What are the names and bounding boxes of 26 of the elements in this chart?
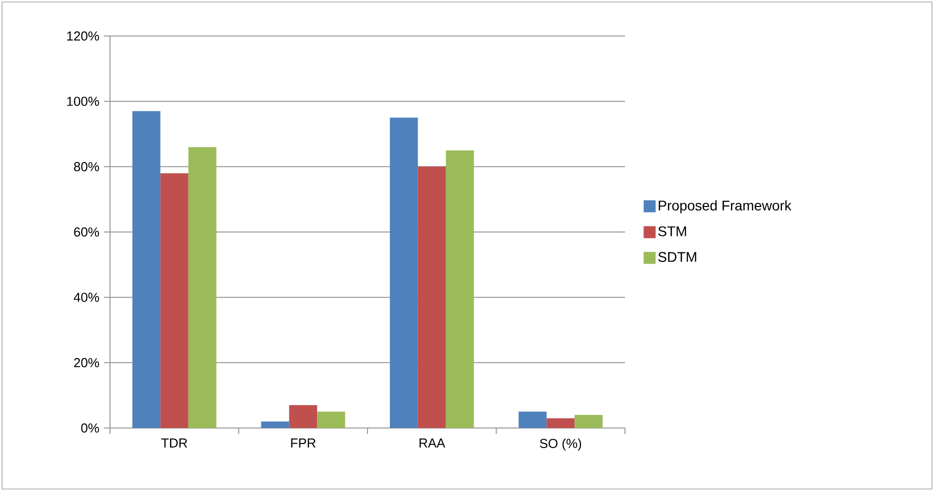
y-tick-label: 120% bbox=[67, 31, 99, 41]
legend-label: STM bbox=[658, 226, 686, 236]
y-tick-label: 80% bbox=[74, 162, 99, 172]
bar bbox=[132, 111, 160, 428]
bar bbox=[574, 414, 603, 428]
y-tick-label: 0% bbox=[81, 423, 99, 433]
bar bbox=[418, 166, 446, 428]
y-tick-label: 20% bbox=[74, 358, 99, 368]
x-tick-label: RAA bbox=[420, 438, 446, 448]
bar bbox=[289, 405, 318, 428]
legend-label: SDTM bbox=[658, 252, 696, 262]
bar bbox=[188, 147, 216, 428]
x-tick-label: FPR bbox=[291, 438, 316, 448]
y-tick-label: 100% bbox=[67, 96, 99, 106]
y-tick-label: 60% bbox=[74, 227, 99, 237]
x-tick-label: SO (%) bbox=[540, 438, 582, 451]
bar bbox=[261, 421, 290, 428]
y-tick-label: 40% bbox=[74, 292, 99, 302]
x-tick-label: TDR bbox=[161, 438, 188, 448]
bar bbox=[518, 412, 547, 428]
bar bbox=[546, 418, 575, 428]
legend-label: Proposed Framework bbox=[658, 200, 792, 214]
bar bbox=[390, 118, 418, 428]
bar bbox=[160, 173, 188, 428]
bar bbox=[446, 150, 474, 428]
bar bbox=[317, 412, 346, 428]
